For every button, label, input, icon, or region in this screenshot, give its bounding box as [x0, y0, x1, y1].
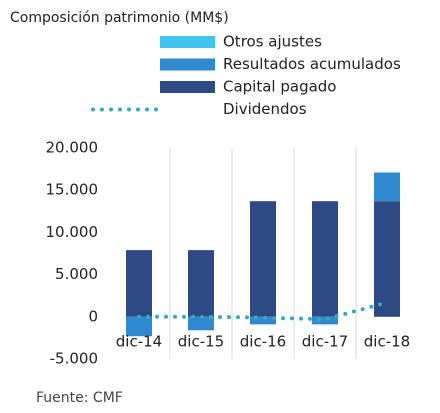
- chart-title: Composición patrimonio (MM$): [10, 10, 229, 26]
- x-tick-label: dic-17: [302, 333, 348, 351]
- y-tick-label: 20.000: [46, 139, 99, 157]
- y-tick-label: 0: [88, 307, 98, 325]
- y-tick-label: -5.000: [50, 350, 98, 368]
- bar: [250, 316, 276, 325]
- x-tick-label: dic-15: [178, 333, 224, 351]
- legend-label: Capital pagado: [223, 78, 337, 96]
- y-tick-label: 10.000: [46, 223, 99, 241]
- x-tick-label: dic-18: [364, 333, 410, 351]
- bar: [374, 172, 400, 202]
- x-tick-label: dic-16: [240, 333, 286, 351]
- y-tick-label: 15.000: [46, 181, 99, 199]
- source: Fuente: CMF: [36, 390, 123, 406]
- legend-label: Otros ajustes: [223, 33, 322, 51]
- legend-label: Dividendos: [223, 100, 307, 118]
- y-tick-label: 5.000: [55, 265, 98, 283]
- bar: [126, 316, 152, 337]
- line: [137, 300, 389, 322]
- legend-label: Resultados acumulados: [223, 55, 401, 73]
- legend-swatch: [160, 81, 215, 93]
- bar: [188, 316, 214, 331]
- x-tick-label: dic-14: [116, 333, 162, 351]
- bar: [250, 201, 276, 317]
- legend-swatch: [160, 58, 215, 71]
- bar: [126, 250, 152, 317]
- bar: [312, 316, 338, 325]
- bar: [374, 201, 400, 317]
- bar: [188, 250, 214, 317]
- bar: [312, 201, 338, 317]
- legend-swatch: [160, 36, 215, 48]
